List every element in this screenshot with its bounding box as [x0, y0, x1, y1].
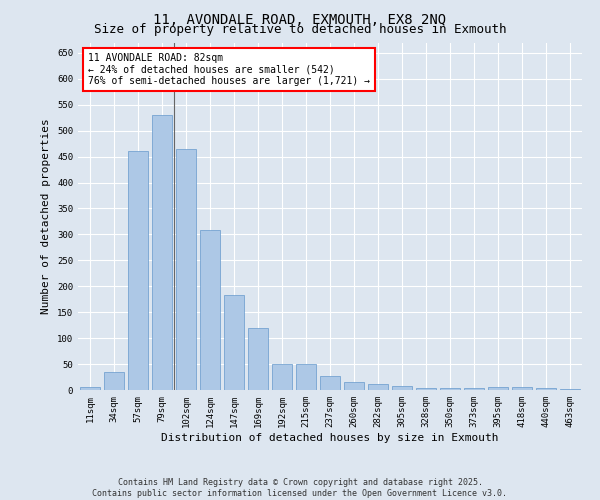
Bar	[536, 388, 556, 390]
Bar	[488, 388, 508, 390]
X-axis label: Distribution of detached houses by size in Exmouth: Distribution of detached houses by size …	[161, 432, 499, 442]
Text: 11, AVONDALE ROAD, EXMOUTH, EX8 2NQ: 11, AVONDALE ROAD, EXMOUTH, EX8 2NQ	[154, 12, 446, 26]
Bar	[272, 364, 292, 390]
Bar	[152, 115, 172, 390]
Bar	[440, 388, 460, 390]
Text: 11 AVONDALE ROAD: 82sqm
← 24% of detached houses are smaller (542)
76% of semi-d: 11 AVONDALE ROAD: 82sqm ← 24% of detache…	[88, 53, 370, 86]
Text: Size of property relative to detached houses in Exmouth: Size of property relative to detached ho…	[94, 22, 506, 36]
Bar	[128, 152, 148, 390]
Bar	[416, 388, 436, 390]
Y-axis label: Number of detached properties: Number of detached properties	[41, 118, 52, 314]
Bar	[344, 382, 364, 390]
Bar	[392, 386, 412, 390]
Bar	[176, 149, 196, 390]
Bar	[104, 372, 124, 390]
Bar	[248, 328, 268, 390]
Bar	[224, 295, 244, 390]
Text: Contains HM Land Registry data © Crown copyright and database right 2025.
Contai: Contains HM Land Registry data © Crown c…	[92, 478, 508, 498]
Bar	[296, 364, 316, 390]
Bar	[464, 388, 484, 390]
Bar	[80, 388, 100, 390]
Bar	[200, 230, 220, 390]
Bar	[560, 389, 580, 390]
Bar	[512, 388, 532, 390]
Bar	[368, 384, 388, 390]
Bar	[320, 376, 340, 390]
